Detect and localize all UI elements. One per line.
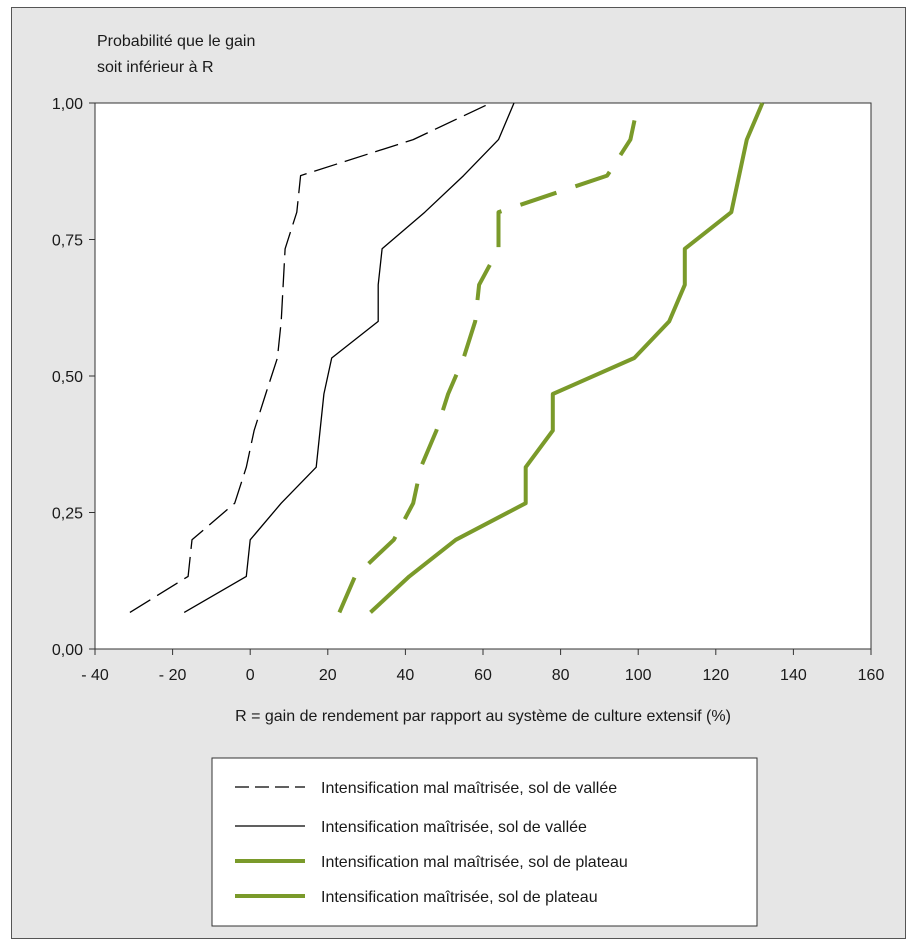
x-tick-label: 160 bbox=[858, 667, 885, 684]
x-axis: - 40 - 20 0 20 40 60 80 100 120 140 160 bbox=[81, 649, 884, 684]
y-tick-label: 1,00 bbox=[52, 96, 83, 113]
y-axis-label-line-1: Probabilité que le gain bbox=[97, 33, 255, 50]
chart-frame: Probabilité que le gain soit inférieur à… bbox=[11, 7, 906, 939]
x-axis-label: R = gain de rendement par rapport au sys… bbox=[235, 708, 731, 725]
chart-svg: Probabilité que le gain soit inférieur à… bbox=[52, 33, 884, 927]
series-line-4 bbox=[369, 102, 765, 614]
series-line-2 bbox=[183, 102, 515, 613]
legend-label-1: Intensification mal maîtrisée, sol de va… bbox=[321, 780, 617, 797]
y-axis-label-line-2: soit inférieur à R bbox=[97, 59, 214, 76]
x-tick-label: 140 bbox=[780, 667, 807, 684]
series-line-1 bbox=[129, 102, 492, 613]
x-tick-label: 60 bbox=[474, 667, 492, 684]
y-tick-label: 0,50 bbox=[52, 369, 83, 386]
x-tick-label: 40 bbox=[397, 667, 415, 684]
y-tick-label: 0,75 bbox=[52, 233, 83, 250]
x-tick-label: - 20 bbox=[159, 667, 187, 684]
series-layer bbox=[129, 102, 765, 614]
x-tick-label: 80 bbox=[552, 667, 570, 684]
x-tick-label: 100 bbox=[625, 667, 652, 684]
x-tick-label: 20 bbox=[319, 667, 337, 684]
y-axis: 0,00 0,25 0,50 0,75 1,00 bbox=[52, 96, 95, 659]
x-tick-label: 120 bbox=[702, 667, 729, 684]
legend-label-4: Intensification maîtrisée, sol de platea… bbox=[321, 889, 598, 906]
y-tick-label: 0,25 bbox=[52, 506, 83, 523]
legend: Intensification mal maîtrisée, sol de va… bbox=[235, 780, 628, 906]
x-tick-label: - 40 bbox=[81, 667, 109, 684]
legend-label-3: Intensification mal maîtrisée, sol de pl… bbox=[321, 854, 628, 871]
x-tick-label: 0 bbox=[246, 667, 255, 684]
legend-label-2: Intensification maîtrisée, sol de vallée bbox=[321, 819, 587, 836]
plot-area bbox=[94, 102, 872, 650]
y-tick-label: 0,00 bbox=[52, 642, 83, 659]
